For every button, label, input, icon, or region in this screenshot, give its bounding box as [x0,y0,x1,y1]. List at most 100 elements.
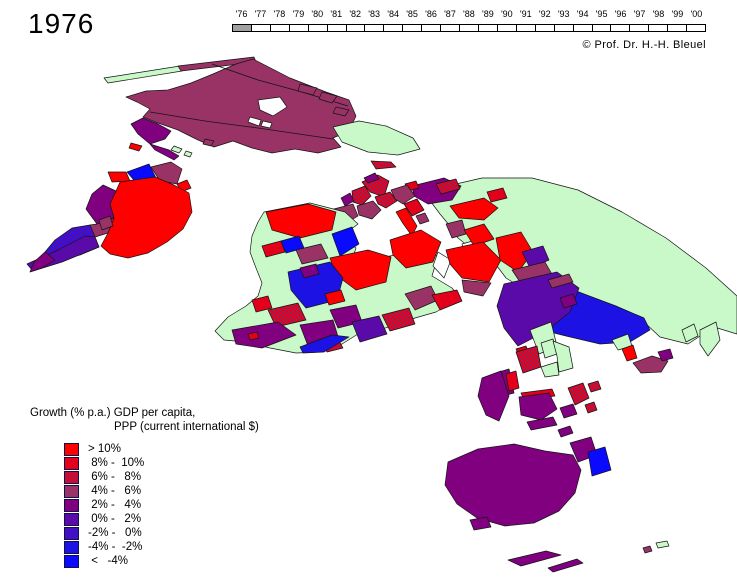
timeline-segment-90 [496,24,517,32]
timeline-segment-91 [515,24,536,32]
region-timor [557,425,574,438]
timeline-segment-87 [440,24,461,32]
timeline-year-label: '99 [671,9,684,19]
timeline-segment-86 [421,24,442,32]
region-mexico [130,117,172,145]
region-cambodia [540,361,560,378]
region-arctic-island-2 [318,91,338,104]
timeline-year-label: '78 [273,9,286,19]
region-cameroon [324,289,346,306]
region-belarus [435,178,461,195]
timeline-year-label: '89 [482,9,494,19]
region-south-korea [621,344,638,362]
region-borneo [518,392,558,421]
region-pacific-islets [655,540,670,549]
timeline-segment-85 [402,24,423,32]
timeline-year-label: '76 [235,9,248,19]
region-france [356,200,382,220]
timeline-year-label: '96 [614,9,627,19]
timeline-year-label: '97 [633,9,646,19]
region-senegal [251,295,273,313]
region-patagonia [29,251,56,273]
legend-swatch-c3 [64,470,79,484]
copyright-notice: © Prof. Dr. H.-H. Bleuel [582,39,706,51]
region-lesotho [247,331,260,341]
region-south-africa [231,321,297,349]
region-chukotka-sliver [103,65,183,84]
timeline-segment-93 [553,24,574,32]
timeline-segment-81 [326,24,347,32]
timeline-year-label: '88 [463,9,475,19]
legend-label: > 10% [88,443,121,455]
region-morocco-south [261,240,286,258]
timeline-year-label: '80 [311,9,324,19]
region-madagascar [299,334,350,354]
region-iran [495,231,534,273]
region-algeria-south [331,226,360,257]
legend-row: 4% - 6% [64,484,259,498]
region-germany [374,191,398,209]
legend-swatch-c6 [64,512,79,526]
year-timeline: '76 '77 '78 '79 '80 '81 '82 '83 '84 '85 '86 '87 '88 '… [232,9,707,32]
region-iraq [463,223,495,247]
region-malaysia-west [505,370,520,392]
region-greenland [332,120,421,156]
region-arctic-island-3 [332,106,350,117]
timeline-segment-94 [572,24,593,32]
legend-swatch-c4 [64,484,79,498]
timeline-year-label: '92 [538,9,551,19]
region-zaire [351,315,388,343]
legend-row: 0% - 2% [64,512,259,526]
region-philippines-south [584,401,598,414]
region-taiwan [587,380,602,393]
region-sulawesi [559,403,578,419]
legend-swatch-c2 [64,456,79,470]
legend-row: < -4% [64,554,259,568]
region-bangladesh [559,293,578,309]
timeline-segment-95 [591,24,612,32]
region-brazil [100,176,193,259]
region-iceland [370,160,397,170]
region-italy [395,207,418,237]
timeline-year-label: '79 [292,9,305,19]
region-east-africa [381,307,416,332]
timeline-segment-00 [686,24,707,32]
timeline-segment-96 [610,24,631,32]
legend-title-line2: PPP (current international $) [114,421,259,433]
region-balkans [403,198,425,217]
legend-row: -4% - -2% [64,540,259,554]
region-fiji [642,545,653,554]
timeline-year-label: '83 [368,9,381,19]
region-kamchatka [699,321,721,357]
year-title: 1976 [28,8,95,39]
legend-label: -2% - 0% [88,527,142,539]
timeline-segment-89 [477,24,498,32]
legend-label: 8% - 10% [88,457,145,469]
region-yemen-oman [461,279,492,297]
region-somalia [431,289,463,311]
region-arctic-island-1 [297,83,318,96]
timeline-segment-98 [648,24,669,32]
region-new-zealand-south [547,558,584,573]
timeline-segment-77 [250,24,271,32]
region-ireland [340,192,355,207]
region-ecuador [107,171,131,183]
region-nepal [547,273,574,289]
region-hokkaido [657,348,674,362]
region-central-america [149,143,180,161]
legend-row: > 10% [64,442,259,456]
legend-items: > 10% 8% - 10% 6% - 8% 4% - 6% 2% - 4% 0… [64,442,259,568]
legend-swatch-c9 [64,554,79,568]
region-philippines [567,382,590,406]
timeline-year-label: '82 [349,9,362,19]
timeline-segment-78 [269,24,290,32]
region-caribbean-islet-1 [170,145,183,154]
region-eastern-europe [390,184,416,205]
timeline-segment-88 [459,24,479,32]
legend: Growth (% p.a.) GDP per capita, PPP (cur… [30,406,259,568]
timeline-segment-84 [383,24,404,32]
timeline-segment-82 [345,24,366,32]
timeline-year-label: '98 [652,9,665,19]
legend-row: 8% - 10% [64,456,259,470]
